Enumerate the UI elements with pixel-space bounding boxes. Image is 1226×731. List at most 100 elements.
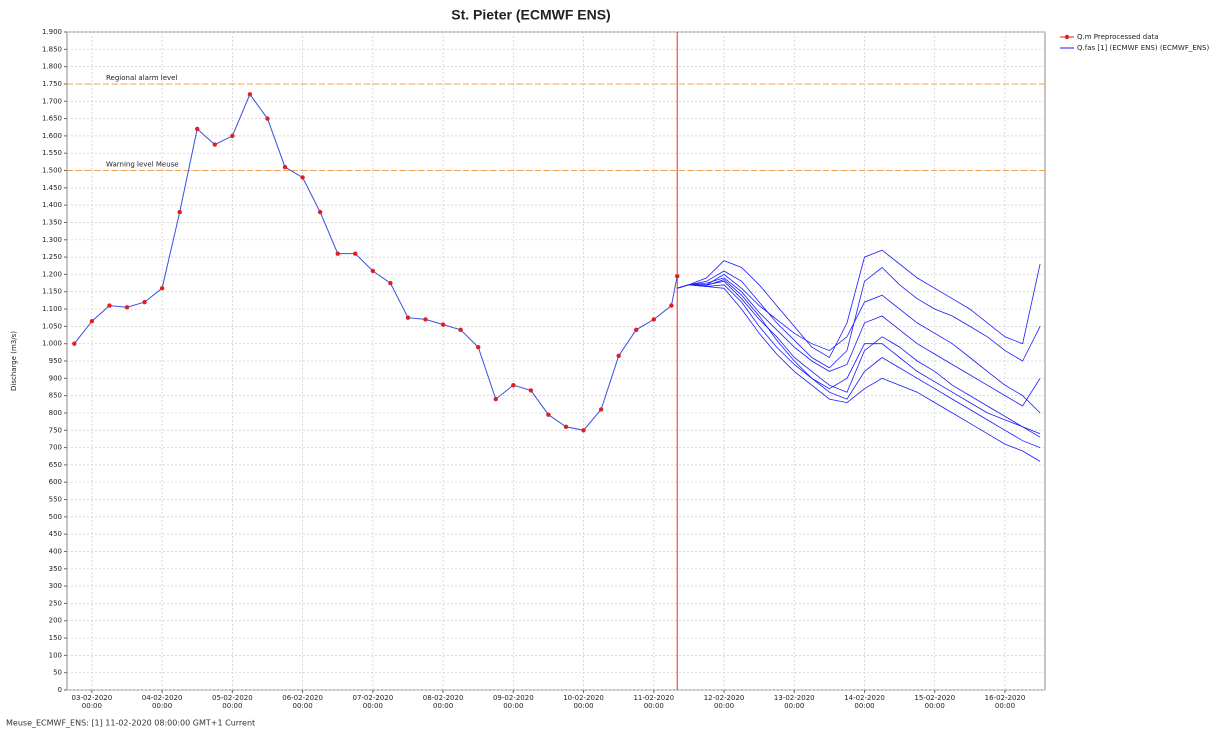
x-tick-label: 00:00: [222, 702, 242, 710]
data-point: [335, 251, 340, 256]
data-point: [669, 303, 674, 308]
x-tick-label: 00:00: [644, 702, 664, 710]
ensemble-line: [677, 266, 1041, 369]
ensemble-line: [677, 249, 1041, 359]
y-tick-label: 500: [49, 513, 62, 521]
ensemble-line: [677, 273, 1041, 414]
y-tick-label: 700: [49, 444, 62, 452]
y-tick-label: 200: [49, 617, 62, 625]
y-tick-label: 150: [49, 634, 62, 642]
x-tick-label: 00:00: [82, 702, 102, 710]
x-tick-label: 05-02-2020: [212, 694, 253, 702]
data-point: [581, 428, 586, 433]
y-tick-label: 1.800: [42, 63, 62, 71]
ensemble-line: [677, 277, 1041, 407]
y-tick-label: 1.250: [42, 253, 62, 261]
y-tick-label: 650: [49, 461, 62, 469]
ensemble-line: [677, 280, 1041, 438]
y-tick-label: 100: [49, 651, 62, 659]
y-tick-label: 1.050: [42, 322, 62, 330]
x-tick-label: 12-02-2020: [704, 694, 745, 702]
data-point: [72, 341, 77, 346]
ensemble-line: [677, 284, 1041, 448]
footer: Meuse_ECMWF_ENS: [1] 11-02-2020 08:00:00…: [6, 719, 255, 728]
data-point: [598, 407, 604, 412]
y-tick-label: 1.350: [42, 218, 62, 226]
y-tick-label: 550: [49, 496, 62, 504]
y-tick-label: 1.500: [42, 167, 62, 175]
x-tick-label: 09-02-2020: [493, 694, 534, 702]
data-point: [634, 327, 639, 333]
y-tick-label: 1.600: [42, 132, 62, 140]
x-tick-label: 00:00: [925, 702, 945, 710]
y-tick-label: 50: [53, 669, 62, 677]
chart-title: St. Pieter (ECMWF ENS): [451, 7, 610, 23]
data-point: [511, 383, 516, 388]
x-tick-label: 07-02-2020: [352, 694, 393, 702]
y-axis-label: Discharge (m3/s): [10, 331, 18, 391]
data-point: [388, 280, 393, 286]
data-point: [282, 164, 288, 170]
x-tick-label: 10-02-2020: [563, 694, 604, 702]
y-tick-label: 1.300: [42, 236, 62, 244]
data-point: [370, 268, 376, 274]
legend-label: Q.fas [1] (ECMWF ENS) (ECMWF_ENS): [1077, 44, 1209, 52]
threshold-label: Warning level Meuse: [106, 161, 179, 169]
data-point: [212, 142, 217, 147]
ensemble-line: [677, 284, 1041, 462]
data-point: [159, 286, 165, 291]
x-tick-label: 00:00: [433, 702, 453, 710]
y-tick-label: 450: [49, 530, 62, 538]
x-tick-label: 14-02-2020: [844, 694, 885, 702]
legend-marker: [1064, 34, 1070, 40]
y-tick-label: 1.750: [42, 80, 62, 88]
data-point: [528, 388, 534, 393]
y-tick-label: 1.400: [42, 201, 62, 209]
y-tick-label: 300: [49, 582, 62, 590]
x-tick-label: 11-02-2020: [633, 694, 674, 702]
data-point: [475, 344, 481, 350]
data-point: [247, 92, 253, 97]
y-tick-label: 1.900: [42, 28, 62, 36]
ensemble-line: [677, 279, 1041, 435]
data-point: [405, 315, 411, 320]
data-point: [195, 126, 200, 132]
y-tick-label: 1.550: [42, 149, 62, 157]
x-tick-label: 00:00: [152, 702, 172, 710]
y-tick-label: 1.200: [42, 270, 62, 278]
data-point: [440, 322, 446, 327]
y-tick-label: 1.450: [42, 184, 62, 192]
y-tick-label: 800: [49, 409, 62, 417]
x-tick-label: 15-02-2020: [914, 694, 955, 702]
data-point: [177, 209, 182, 215]
y-tick-label: 1.700: [42, 97, 62, 105]
y-tick-label: 1.100: [42, 305, 62, 313]
y-tick-label: 1.650: [42, 115, 62, 123]
data-point: [265, 116, 270, 121]
y-tick-label: 600: [49, 478, 62, 486]
x-tick-label: 04-02-2020: [142, 694, 183, 702]
legend-label: Q.m Preprocessed data: [1077, 33, 1159, 41]
x-tick-label: 00:00: [784, 702, 804, 710]
y-tick-label: 400: [49, 547, 62, 555]
data-point: [230, 133, 235, 139]
data-point: [317, 209, 323, 215]
x-tick-label: 00:00: [995, 702, 1015, 710]
y-tick-label: 350: [49, 565, 62, 573]
x-tick-label: 16-02-2020: [985, 694, 1026, 702]
data-point: [458, 327, 463, 333]
data-point: [616, 353, 621, 359]
x-tick-label: 00:00: [573, 702, 593, 710]
data-point: [423, 317, 428, 322]
x-tick-label: 06-02-2020: [282, 694, 323, 702]
x-tick-label: 00:00: [293, 702, 313, 710]
x-tick-label: 08-02-2020: [423, 694, 464, 702]
data-point: [493, 396, 498, 402]
y-tick-label: 950: [49, 357, 62, 365]
x-tick-label: 13-02-2020: [774, 694, 815, 702]
y-tick-label: 900: [49, 374, 62, 382]
data-point: [353, 251, 358, 256]
y-tick-label: 1.000: [42, 340, 62, 348]
threshold-label: Regional alarm level: [106, 74, 177, 82]
